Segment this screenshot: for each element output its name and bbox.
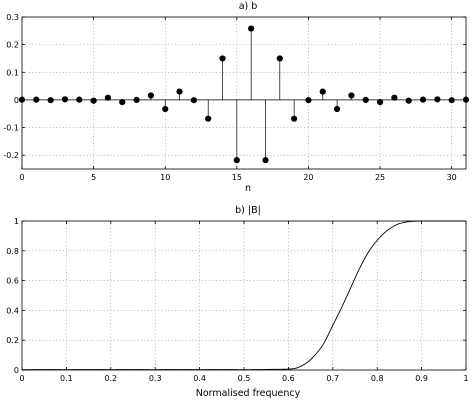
stem-marker [147,92,155,99]
stem-marker [162,105,169,113]
stem-marker [405,97,412,104]
b-y-tick-label: 0.4 [6,306,19,315]
stem-marker [262,157,269,164]
panel-a-frame [21,16,467,170]
b-y-tick-label: 0 [14,366,19,375]
b-x-tick-label: 0.7 [326,374,339,383]
stem-marker [276,55,283,62]
stem-marker [61,96,69,103]
stem-marker [104,94,112,101]
a-x-tick-label: 30 [447,173,457,182]
stem-marker [419,96,427,103]
stem-marker [47,97,54,104]
b-x-tick-label: 0.2 [104,374,117,383]
a-x-tick-label: 10 [160,173,170,182]
stem-marker [319,88,326,95]
a-y-tick-label: -0.1 [3,124,19,133]
panel-a-title: a) b [239,1,258,12]
b-x-tick-label: 0.4 [193,374,206,383]
b-x-tick-label: 0.5 [238,374,251,383]
b-x-tick-label: 0.9 [415,374,428,383]
stem-marker [291,115,298,122]
a-x-tick-label: 15 [232,173,242,182]
stem-marker [133,96,140,104]
b-x-tick-label: 0 [19,374,24,383]
stem-marker [376,99,384,106]
a-x-tick-label: 5 [91,173,96,182]
stem-marker [362,96,369,104]
panel-a-xlabel: n [245,183,251,194]
stem-marker [33,96,40,103]
b-x-tick-label: 0.3 [149,374,162,383]
b-x-tick-label: 0.8 [371,374,384,383]
stem-marker [76,96,83,103]
stem-marker [248,25,255,32]
stem-marker [348,92,355,99]
stem-marker [233,157,240,164]
b-y-tick-label: 1 [14,217,19,226]
b-y-tick-label: 0.8 [6,247,19,256]
a-x-tick-label: 0 [19,173,24,182]
a-y-tick-label: -0.2 [3,151,19,160]
stem-marker [333,105,341,113]
a-y-tick-label: 0.3 [6,13,19,22]
b-x-tick-label: 1 [463,374,468,383]
stem-marker [190,97,197,104]
panel-a: a) b 0 5 10 15 20 25 30 0.3 0.2 0.1 0 -0.1 -0.2 n [3,1,470,194]
b-x-tick-label: 0.1 [60,374,73,383]
panel-b-title: b) |B| [235,205,261,216]
panel-b-series-line [21,220,466,371]
a-x-tick-label: 20 [303,173,313,182]
panel-b: b) |B| 0 0.1 0.2 0.3 0.4 0.5 0.6 0.7 0.8 0.9 1 1 0.8… [6,205,468,399]
stem-marker [205,115,212,122]
stem-marker [176,88,183,95]
b-x-tick-label: 0.6 [282,374,295,383]
stem-marker [391,94,398,101]
stem-marker [448,97,455,104]
stem-marker [434,96,441,103]
b-y-tick-label: 0.6 [6,277,19,286]
b-y-tick-label: 0.2 [6,336,19,345]
stem-marker [305,97,312,104]
stem-marker [90,97,97,104]
a-x-tick-label: 25 [375,173,385,182]
a-y-tick-label: 0 [14,96,19,105]
a-y-tick-label: 0.2 [6,41,19,50]
stem-marker [119,99,126,106]
stem-marker [219,55,226,62]
panel-b-xlabel: Normalised frequency [196,388,301,399]
a-y-tick-label: 0.1 [6,68,19,77]
